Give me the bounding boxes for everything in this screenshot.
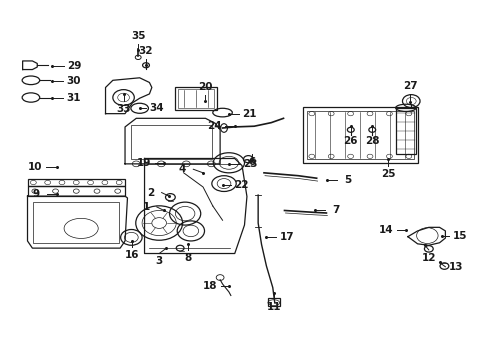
Text: 30: 30 [66, 76, 81, 86]
Text: 31: 31 [66, 93, 81, 103]
Text: 12: 12 [421, 253, 435, 263]
Text: 4: 4 [179, 164, 186, 174]
Bar [395, 108, 415, 154]
Bar [33, 202, 119, 243]
Text: 15: 15 [452, 231, 467, 240]
Text: 22: 22 [234, 180, 248, 190]
Text: 20: 20 [198, 82, 212, 92]
Text: 35: 35 [131, 31, 145, 41]
Bar [303, 107, 417, 163]
Text: 23: 23 [243, 159, 257, 169]
Text: 16: 16 [125, 250, 139, 260]
Bar [306, 111, 413, 159]
Text: 26: 26 [343, 136, 357, 145]
Text: 11: 11 [266, 302, 281, 312]
Text: 1: 1 [142, 202, 149, 212]
Text: 19: 19 [137, 158, 151, 168]
Bar [177, 89, 214, 108]
Text: 10: 10 [28, 162, 42, 172]
Text: 18: 18 [203, 281, 217, 291]
Text: 28: 28 [364, 136, 379, 145]
Text: 32: 32 [139, 46, 153, 56]
Bar [267, 298, 280, 306]
Text: 17: 17 [279, 232, 294, 242]
Text: 29: 29 [67, 61, 82, 71]
Text: 3: 3 [155, 256, 163, 266]
Text: 7: 7 [331, 206, 339, 216]
Text: 9: 9 [33, 189, 40, 199]
Text: 34: 34 [149, 103, 163, 113]
Text: 33: 33 [116, 104, 131, 114]
Bar [131, 125, 211, 159]
Text: 8: 8 [184, 253, 192, 263]
Text: 2: 2 [147, 188, 154, 198]
Bar [27, 186, 125, 196]
Text: 21: 21 [242, 109, 256, 119]
Text: 27: 27 [402, 81, 417, 91]
Text: 13: 13 [448, 262, 463, 272]
Text: 6: 6 [248, 157, 255, 167]
Text: 24: 24 [206, 121, 221, 131]
Bar [175, 87, 216, 110]
Text: 14: 14 [378, 225, 392, 235]
Text: 5: 5 [344, 175, 351, 185]
Text: 25: 25 [380, 168, 395, 179]
Bar [27, 179, 125, 186]
